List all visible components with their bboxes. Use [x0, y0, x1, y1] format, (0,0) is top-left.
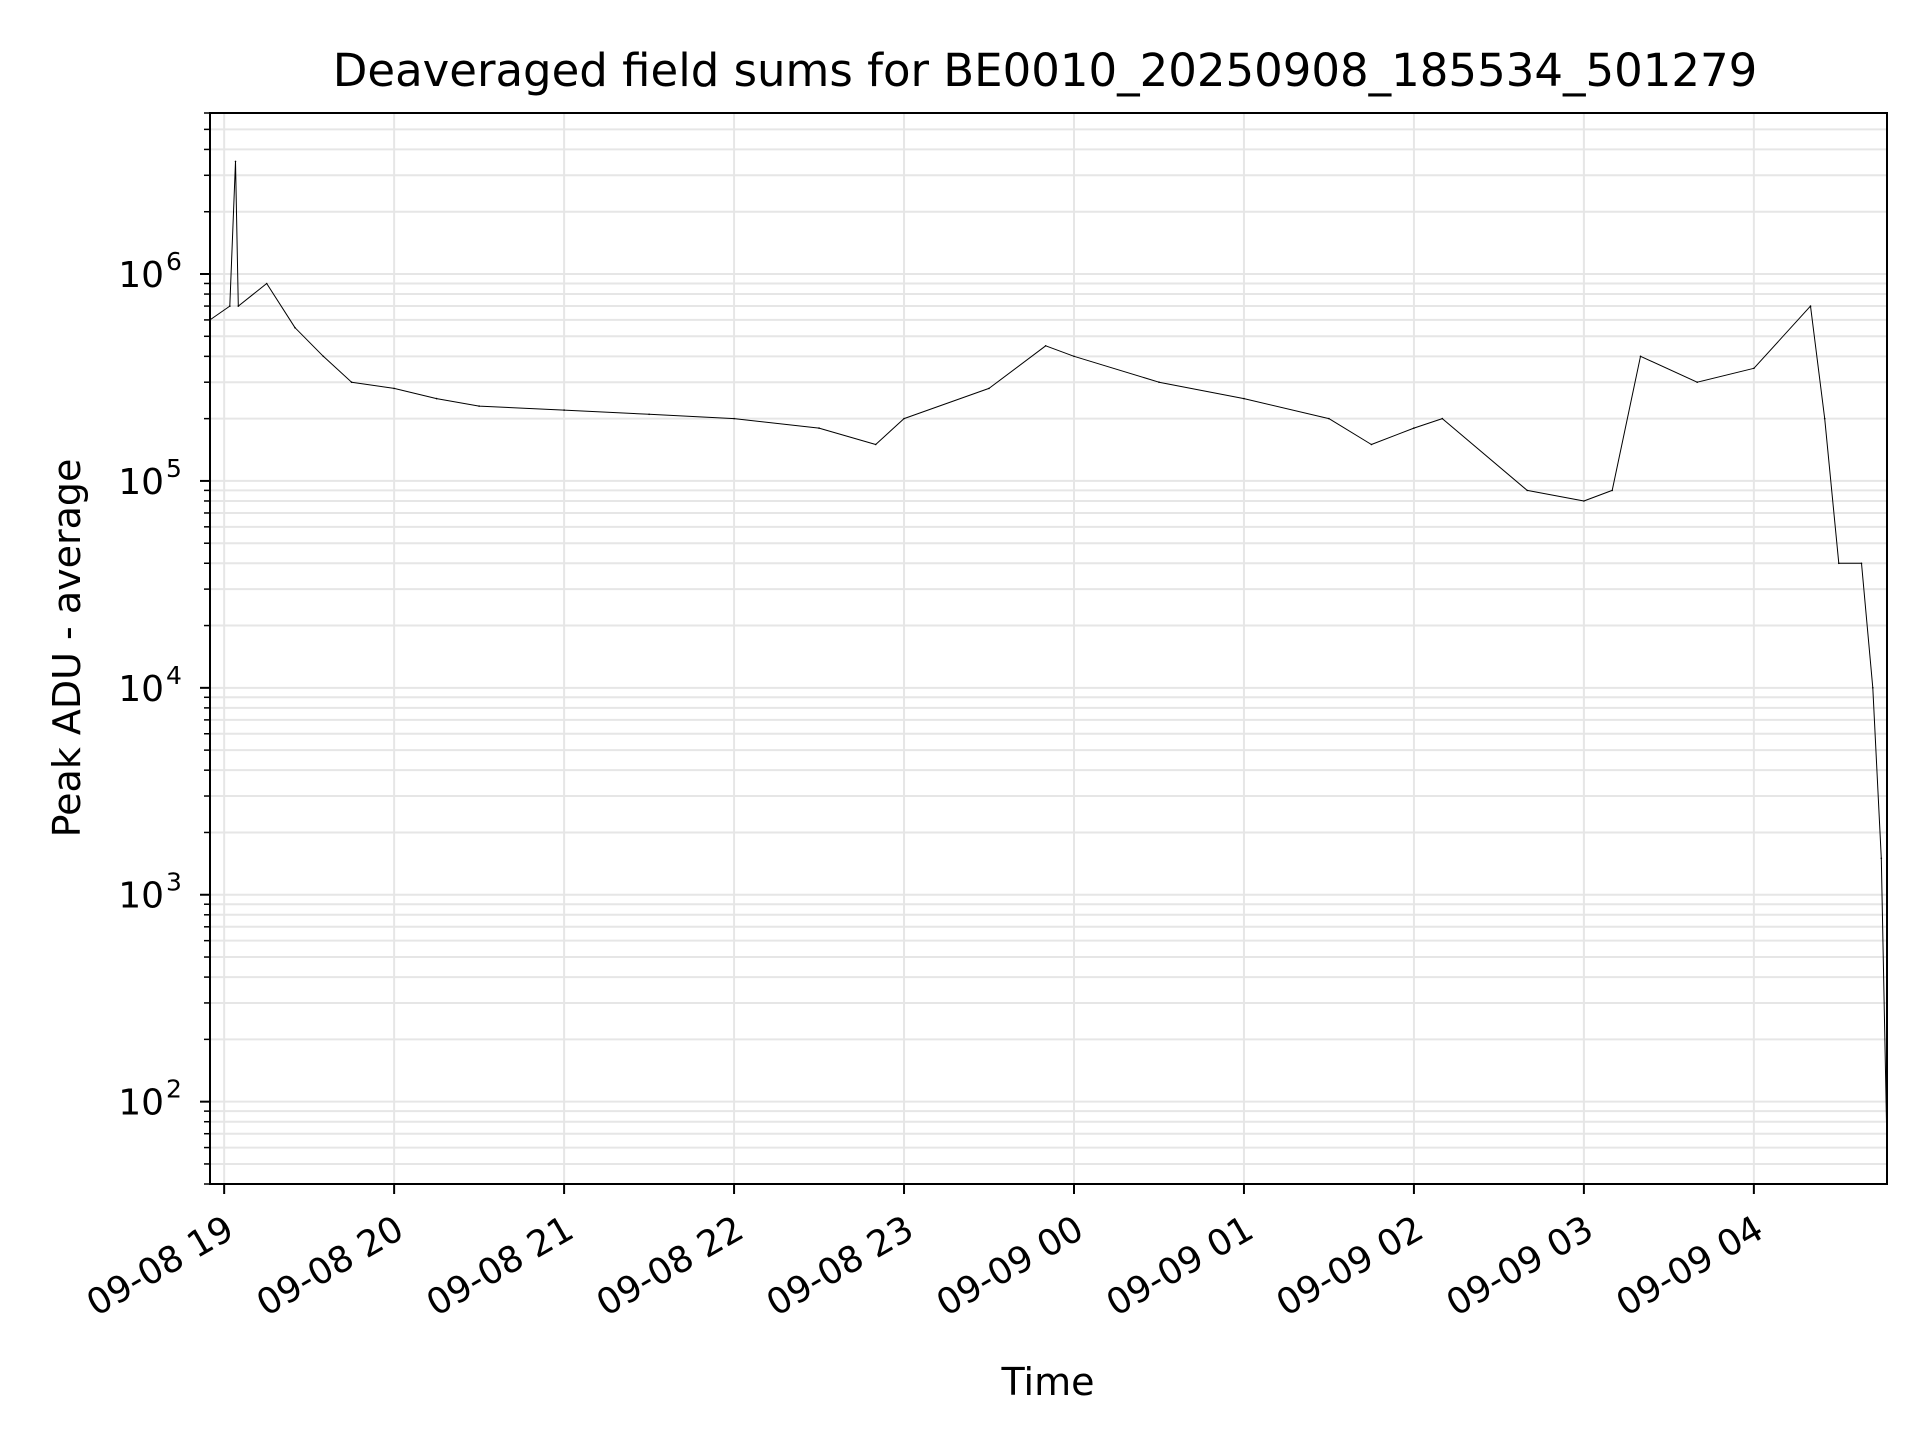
- data-point: [563, 409, 565, 411]
- data-point: [1158, 381, 1160, 384]
- x-tick-label: 09-09 00: [930, 1208, 1091, 1324]
- x-tick-label: 09-08 23: [760, 1208, 921, 1324]
- data-point: [435, 397, 438, 400]
- x-tick-label: 09-08 19: [80, 1208, 241, 1324]
- data-point: [1328, 417, 1330, 420]
- y-tick-label: 10: [118, 462, 164, 503]
- data-point: [1441, 417, 1444, 420]
- data-point: [1526, 489, 1528, 492]
- x-tick-label: 09-09 02: [1270, 1208, 1431, 1324]
- data-point: [393, 387, 395, 390]
- data-point: [322, 355, 325, 358]
- y-tick-label: 10: [118, 876, 164, 917]
- data-point: [1696, 381, 1698, 384]
- data-point: [1044, 345, 1047, 347]
- data-point: [478, 405, 480, 407]
- data-point: [1413, 427, 1415, 429]
- x-tick-label: 09-08 20: [250, 1208, 411, 1324]
- y-tick-label: 10: [118, 1083, 164, 1124]
- grid: [210, 112, 1887, 1185]
- data-point: [1860, 562, 1863, 565]
- data-point: [265, 282, 268, 285]
- y-tick-label: 10: [118, 669, 164, 710]
- y-tick-exponent: 4: [166, 661, 182, 690]
- data-point: [648, 413, 650, 416]
- data-point: [229, 305, 231, 307]
- data-point: [903, 417, 905, 420]
- series-layer: [209, 160, 1888, 1149]
- x-tick-label: 09-09 04: [1610, 1208, 1771, 1324]
- data-point: [350, 381, 353, 384]
- data-point: [234, 160, 237, 163]
- data-point: [1753, 367, 1755, 370]
- data-point: [818, 427, 820, 429]
- data-point: [988, 387, 990, 390]
- x-axis-label: Time: [1001, 1360, 1095, 1404]
- data-point: [237, 305, 240, 307]
- data-point: [1809, 305, 1812, 307]
- x-tick-label: 09-08 22: [590, 1208, 751, 1324]
- x-axis: 09-08 19 09-08 20 09-08 21 09-08 22 09-08 23…: [80, 1184, 1770, 1325]
- data-point: [733, 417, 735, 420]
- data-point: [874, 443, 877, 446]
- data-point: [1243, 397, 1245, 400]
- plot-frame: [209, 112, 1888, 1185]
- data-point: [294, 326, 296, 329]
- data-point: [1872, 687, 1874, 689]
- data-point: [1880, 857, 1883, 860]
- chart-title: Deaveraged field sums for BE0010_2025090…: [333, 44, 1758, 97]
- y-tick-exponent: 5: [166, 454, 182, 483]
- x-tick-label: 09-08 21: [420, 1208, 581, 1324]
- y-axis-label: Peak ADU - average: [45, 459, 89, 838]
- x-tick-label: 09-09 03: [1440, 1208, 1601, 1324]
- y-tick-exponent: 6: [166, 247, 182, 276]
- data-point: [1823, 417, 1826, 420]
- data-point: [1611, 489, 1613, 492]
- y-tick-exponent: 3: [166, 868, 182, 897]
- data-point: [1370, 443, 1373, 446]
- data-point: [1583, 500, 1585, 502]
- data-point: [1073, 355, 1075, 358]
- y-tick-exponent: 2: [166, 1075, 182, 1104]
- data-point: [1838, 562, 1840, 565]
- x-tick-label: 09-09 01: [1100, 1208, 1261, 1324]
- series-line: [209, 160, 1888, 1148]
- y-tick-label: 10: [118, 255, 164, 296]
- data-point: [1639, 355, 1642, 358]
